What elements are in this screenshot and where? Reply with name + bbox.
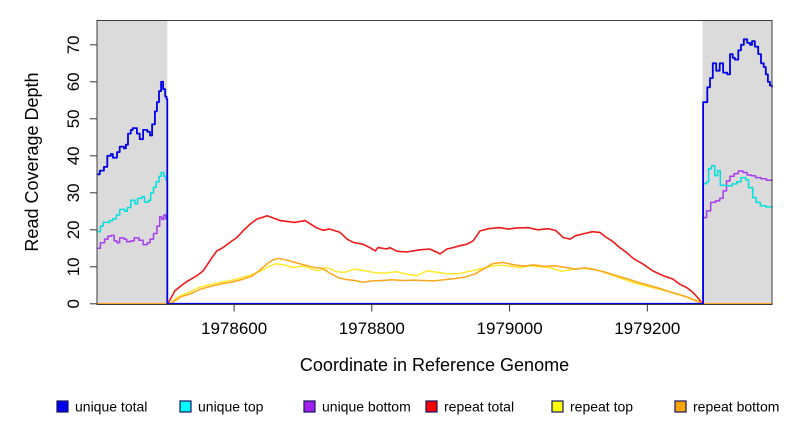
legend-swatch-repeat-total [425, 400, 438, 413]
y-tick-label: 70 [64, 35, 83, 54]
legend: unique total unique top unique bottom repea… [56, 399, 779, 415]
x-tick-label: 1979000 [477, 319, 543, 338]
legend-label-repeat-top: repeat top [570, 399, 633, 415]
legend-label-repeat-total: repeat total [444, 399, 514, 415]
y-tick-label: 30 [64, 183, 83, 202]
y-tick-label: 0 [64, 299, 83, 308]
x-axis: 1978600 1978800 1979000 1979200 [201, 304, 680, 338]
legend-swatch-repeat-bottom [674, 400, 687, 413]
y-tick-label: 50 [64, 109, 83, 128]
series-line-repeat-total [97, 214, 772, 305]
legend-label-unique-bottom: unique bottom [322, 399, 411, 415]
shaded-flank-regions [97, 20, 772, 305]
y-axis-title: Read Coverage Depth [22, 72, 42, 251]
legend-swatch-unique-bottom [303, 400, 316, 413]
y-tick-label: 20 [64, 220, 83, 239]
x-tick-label: 1978800 [339, 319, 405, 338]
x-axis-title: Coordinate in Reference Genome [300, 355, 569, 375]
legend-label-unique-total: unique total [75, 399, 147, 415]
y-axis: 0 10 20 30 40 50 60 70 [64, 35, 97, 309]
legend-swatch-repeat-top [551, 400, 564, 413]
series-line-unique-total [97, 38, 773, 305]
series-line-repeat-top [97, 263, 772, 305]
series-line-repeat-bottom [97, 257, 772, 305]
legend-swatch-unique-top [179, 400, 192, 413]
series-line-unique-top [97, 165, 773, 305]
x-tick-label: 1979200 [614, 319, 680, 338]
legend-swatch-unique-total [56, 400, 69, 413]
shaded-region-right-flank [702, 20, 772, 305]
x-tick-label: 1978600 [201, 319, 267, 338]
y-tick-label: 10 [64, 257, 83, 276]
series-line-unique-bottom [97, 170, 773, 305]
y-tick-label: 40 [64, 146, 83, 165]
legend-label-repeat-bottom: repeat bottom [693, 399, 779, 415]
series-lines [97, 38, 773, 305]
legend-label-unique-top: unique top [198, 399, 264, 415]
y-tick-label: 60 [64, 72, 83, 91]
plot-border-box [96, 20, 773, 305]
shaded-region-left-flank [97, 20, 168, 305]
